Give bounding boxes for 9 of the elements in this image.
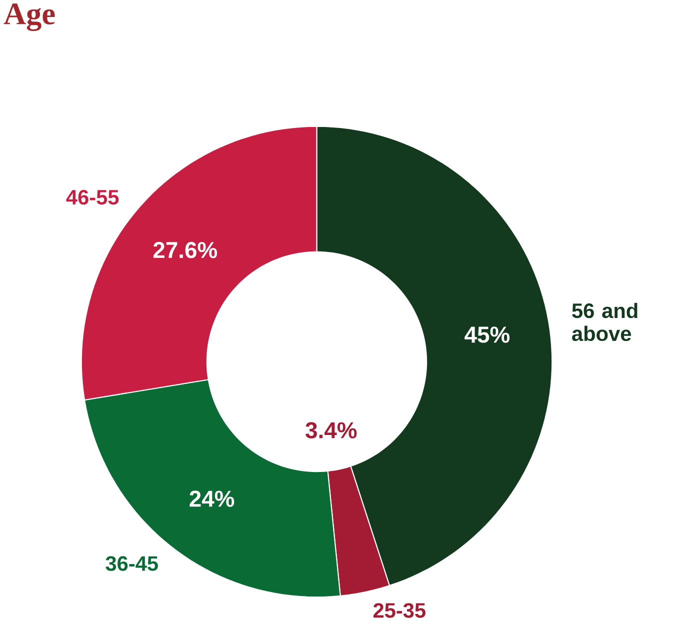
data-label: 45% bbox=[464, 326, 510, 343]
chart-title: Age bbox=[4, 3, 55, 31]
slice-label: 46-55 bbox=[66, 190, 119, 204]
slice-label: 56 and above bbox=[572, 302, 638, 341]
slice-label: 25-35 bbox=[373, 602, 426, 618]
data-label: 3.4% bbox=[306, 422, 357, 438]
slice-label: 36-45 bbox=[106, 556, 158, 571]
data-label: 27.6% bbox=[153, 242, 218, 258]
data-label: 24% bbox=[190, 490, 234, 507]
